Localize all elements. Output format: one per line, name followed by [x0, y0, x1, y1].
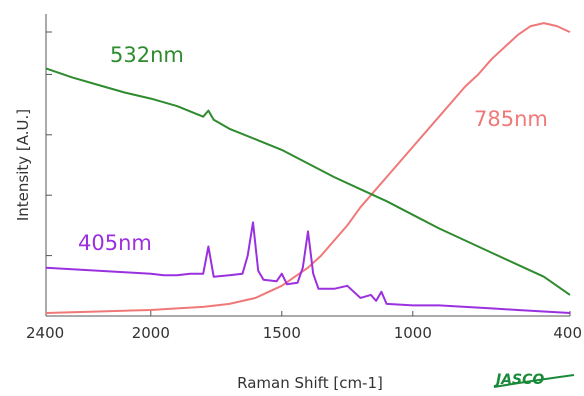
x-tick-label: 2000: [132, 324, 170, 342]
x-tick-labels: 2400 2000 1500 1000 400: [26, 324, 582, 342]
series-label-785nm: 785nm: [474, 107, 548, 131]
x-tick-label: 400: [553, 324, 582, 342]
x-axis-title: Raman Shift [cm-1]: [237, 374, 383, 392]
series-label-405nm: 405nm: [78, 231, 152, 255]
jasco-logo: JASCO: [493, 372, 574, 388]
series-line-532nm: [46, 68, 570, 295]
y-axis-title: Intensity [A.U.]: [14, 109, 32, 221]
x-tick-label: 2400: [26, 324, 64, 342]
series-label-532nm: 532nm: [110, 43, 184, 67]
x-tick-label: 1000: [394, 324, 432, 342]
x-tick-label: 1500: [263, 324, 301, 342]
